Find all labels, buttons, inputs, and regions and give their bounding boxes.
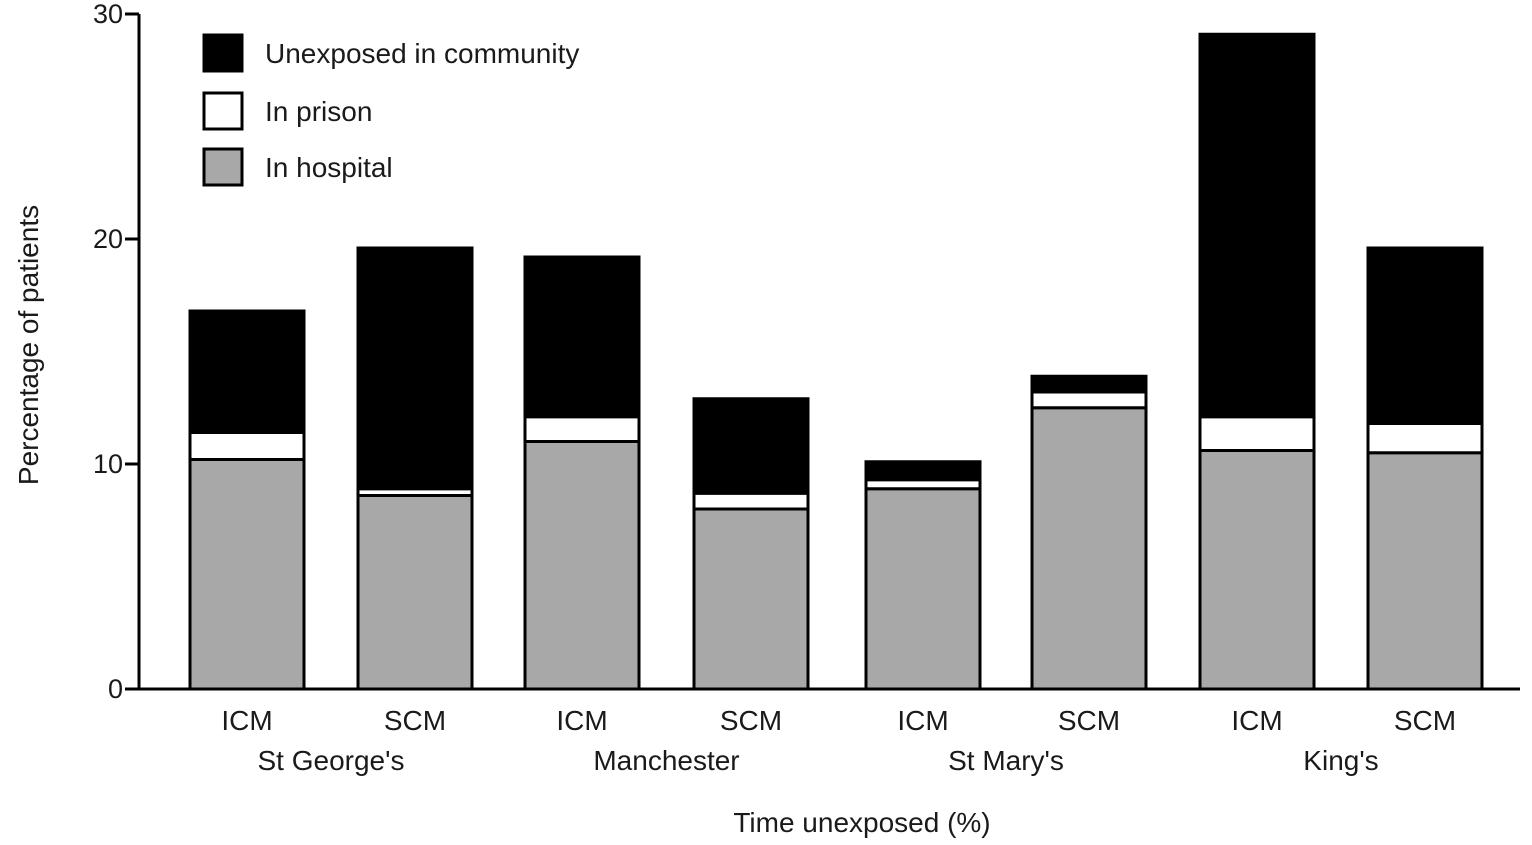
- y-tick-label: 30: [93, 0, 123, 29]
- bar-unexposed-in-community-7: [1198, 32, 1316, 419]
- legend: Unexposed in community In prison In hospit…: [202, 33, 579, 187]
- x-category-label: ICM: [556, 705, 607, 736]
- x-category-label: SCM: [1394, 705, 1456, 736]
- bar-in-prison-6: [1030, 390, 1148, 410]
- bar-in-prison-8: [1366, 422, 1484, 455]
- bar-in-hospital-8: [1366, 451, 1484, 691]
- bar-in-hospital-5: [864, 487, 982, 691]
- legend-label-in-prison: In prison: [265, 96, 372, 127]
- bar-unexposed-in-community-4: [692, 397, 810, 495]
- legend-swatch-in-hospital: [202, 147, 244, 187]
- bar-in-hospital-1: [188, 458, 306, 691]
- y-axis-title: Percentage of patients: [13, 205, 44, 485]
- bars-layer: [188, 32, 1484, 691]
- bar-in-hospital-6: [1030, 406, 1148, 691]
- legend-label-unexposed-in-community: Unexposed in community: [265, 38, 579, 69]
- bar-in-prison-4: [692, 491, 810, 511]
- bar-unexposed-in-community-3: [523, 255, 641, 419]
- legend-swatch-unexposed-in-community: [202, 33, 244, 73]
- x-axis-title: Time unexposed (%): [733, 807, 990, 838]
- axes-layer: [137, 14, 1520, 691]
- bar-unexposed-in-community-8: [1366, 246, 1484, 425]
- x-group-label: King's: [1303, 745, 1378, 776]
- bar-in-prison-3: [523, 415, 641, 443]
- bar-unexposed-in-community-5: [864, 460, 982, 482]
- bar-in-prison-1: [188, 431, 306, 461]
- legend-label-in-hospital: In hospital: [265, 152, 393, 183]
- bar-unexposed-in-community-2: [356, 246, 474, 491]
- bar-in-hospital-3: [523, 440, 641, 691]
- x-category-label: ICM: [897, 705, 948, 736]
- x-category-label: SCM: [720, 705, 782, 736]
- ticks-layer: 0 10 20 30: [93, 0, 139, 704]
- x-group-label: St Mary's: [948, 745, 1064, 776]
- bar-unexposed-in-community-1: [188, 309, 306, 434]
- legend-swatch-in-prison: [202, 91, 244, 131]
- x-category-label: ICM: [1231, 705, 1282, 736]
- y-tick-label: 20: [93, 224, 123, 254]
- bar-in-prison-7: [1198, 415, 1316, 452]
- y-tick-label: 0: [108, 674, 123, 704]
- bar-in-hospital-7: [1198, 449, 1316, 691]
- x-category-label: ICM: [221, 705, 272, 736]
- bar-unexposed-in-community-6: [1030, 374, 1148, 394]
- bar-in-hospital-4: [692, 507, 810, 691]
- x-group-label: St George's: [258, 745, 405, 776]
- bar-in-hospital-2: [356, 494, 474, 691]
- x-group-label: Manchester: [593, 745, 739, 776]
- x-category-label: SCM: [1058, 705, 1120, 736]
- y-tick-label: 10: [93, 449, 123, 479]
- x-category-label: SCM: [384, 705, 446, 736]
- labels-layer: ICM SCM ICM SCM ICM SCM ICM SCM St George's Manch…: [221, 705, 1456, 776]
